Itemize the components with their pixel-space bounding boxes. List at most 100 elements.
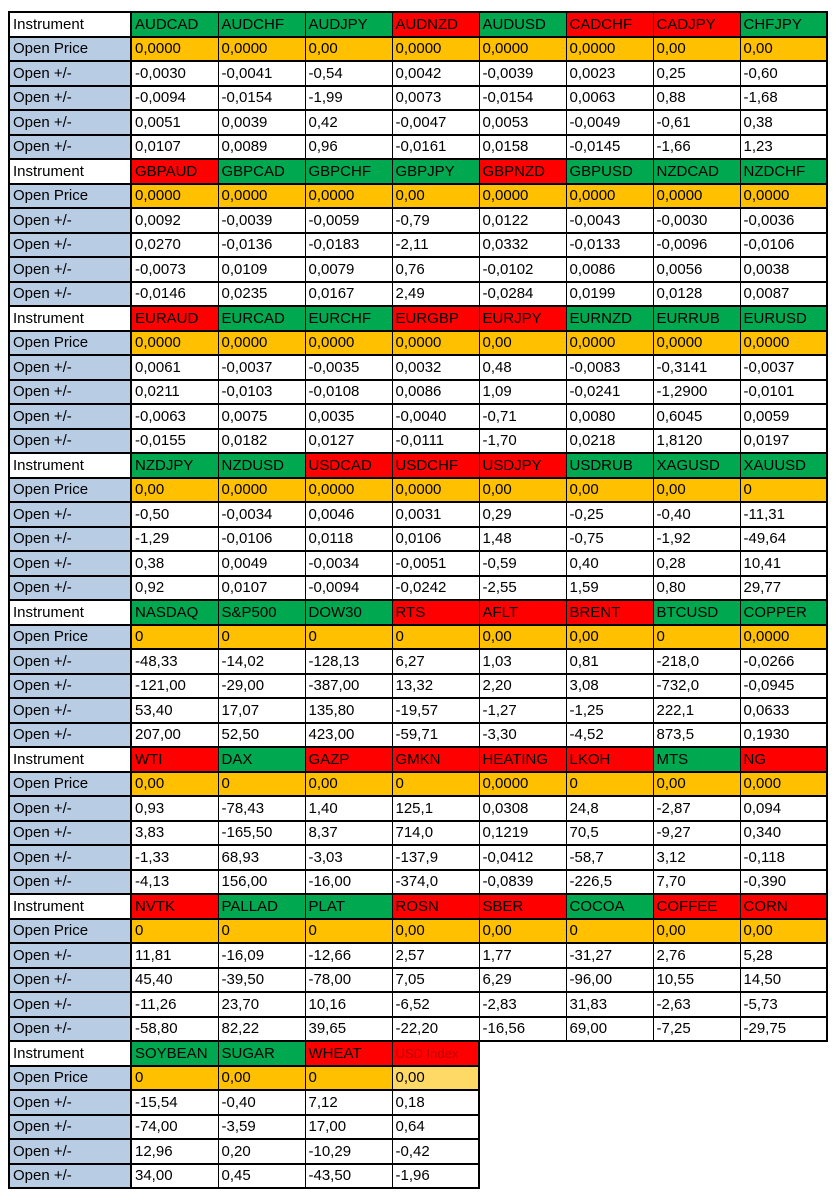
open-change-cell: 0,0332 [478,231,567,258]
open-change-cell: -1,66 [652,133,741,160]
instrument-header-cell: GBPCHF [304,158,393,185]
filler-cell [566,1163,653,1188]
open-price-cell: 0,0000 [130,182,219,209]
open-change-cell: 0,1219 [478,819,567,846]
open-change-cell: -1,92 [652,525,741,552]
open-price-cell: 0,00 [217,1064,306,1091]
row-label-open-change: Open +/- [8,844,132,871]
open-change-cell: -3,03 [304,844,393,871]
open-change-cell: 1,23 [739,133,828,160]
open-price-cell: 0,00 [391,1064,480,1091]
open-change-cell: -31,27 [565,942,654,969]
open-change-cell: 0,0049 [217,550,306,577]
instrument-header-cell: GMKN [391,746,480,773]
open-change-cell: -0,0036 [739,207,828,234]
open-change-cell: 70,5 [565,819,654,846]
open-change-cell: 0,0051 [130,109,219,136]
open-change-cell: -2,63 [652,991,741,1018]
instrument-header-cell: NASDAQ [130,599,219,626]
instrument-row: Instrument GBPAUD GBPCAD GBPCHF GBPJPY GBPNZD… [8,158,828,185]
open-change-cell: -0,0146 [130,280,219,307]
instrument-header-cell: GBPAUD [130,158,219,185]
open-change-row: Open +/- -0,50 -0,0034 0,0046 0,0031 0,29 -0,2… [8,501,828,528]
open-price-cell: 0,0000 [304,476,393,503]
open-change-cell: 0,25 [652,60,741,87]
open-change-cell: -22,20 [391,1015,480,1042]
open-change-cell: -58,7 [565,844,654,871]
open-price-cell: 0,0000 [652,329,741,356]
open-change-cell: -1,25 [565,697,654,724]
open-price-cell: 0 [739,476,828,503]
open-price-cell: 0,00 [130,770,219,797]
open-price-cell: 0,000 [739,770,828,797]
open-price-cell: 0,0000 [391,329,480,356]
row-label-open-change: Open +/- [8,1138,132,1165]
instrument-header-cell: CHFJPY [739,11,828,38]
open-change-row: Open +/- 0,0092 -0,0039 -0,0059 -0,79 0,0122-… [8,207,828,234]
instrument-header-cell: ROSN [391,893,480,920]
open-change-cell: 1,77 [478,942,567,969]
open-change-cell: -0,40 [217,1089,306,1116]
open-price-cell: 0 [391,623,480,650]
open-change-cell: 0,0308 [478,795,567,822]
open-price-cell: 0,00 [391,182,480,209]
instrument-header-cell: EURRUB [652,305,741,332]
open-change-cell: -2,83 [478,991,567,1018]
open-change-row: Open +/- -0,0146 0,0235 0,0167 2,49 -0,0284 0,… [8,280,828,307]
instrument-header-cell: PALLAD [217,893,306,920]
instrument-header-cell: GBPUSD [565,158,654,185]
open-change-cell: 207,00 [130,721,219,748]
row-label-open-price: Open Price [8,35,132,62]
open-change-cell: 0,76 [391,256,480,283]
open-change-cell: 2,57 [391,942,480,969]
open-change-cell: 0,0128 [652,280,741,307]
open-price-cell: 0 [304,1064,393,1091]
open-change-cell: -14,02 [217,648,306,675]
open-price-cell: 0 [304,917,393,944]
open-change-cell: -374,0 [391,868,480,895]
row-label-open-change: Open +/- [8,207,132,234]
open-change-cell: 0,42 [304,109,393,136]
open-change-row: Open +/- 3,83 -165,50 8,37 714,0 0,1219 70,5 -9… [8,819,828,846]
open-change-row: Open +/- -15,54 -0,40 7,12 0,18 [8,1089,827,1116]
open-change-cell: 11,81 [130,942,219,969]
instrument-header-cell: GAZP [304,746,393,773]
row-label-instrument: Instrument [8,452,132,479]
row-label-open-change: Open +/- [8,574,132,601]
open-change-cell: -0,0111 [391,427,480,454]
open-change-row: Open +/- 0,0061 -0,0037 -0,0035 0,0032 0,48 -0… [8,354,828,381]
open-change-cell: 0,96 [304,133,393,160]
instrument-header-cell: CORN [739,893,828,920]
open-change-cell: 0,1930 [739,721,828,748]
open-change-cell: 0,340 [739,819,828,846]
open-change-cell: 1,48 [478,525,567,552]
open-change-cell: -0,0155 [130,427,219,454]
open-change-cell: -6,52 [391,991,480,1018]
open-change-cell: 45,40 [130,966,219,993]
instrument-header-cell: MTS [652,746,741,773]
open-change-cell: -0,0145 [565,133,654,160]
open-price-cell: 0,00 [478,917,567,944]
filler-cell [566,1065,653,1090]
row-label-open-price: Open Price [8,182,132,209]
filler-cell [566,1139,653,1164]
open-change-cell: -0,61 [652,109,741,136]
instrument-header-cell: AUDCAD [130,11,219,38]
open-change-cell: 5,28 [739,942,828,969]
row-label-open-change: Open +/- [8,672,132,699]
instrument-header-cell: NZDUSD [217,452,306,479]
open-change-cell: 873,5 [652,721,741,748]
instrument-header-cell: EURNZD [565,305,654,332]
open-change-cell: -48,33 [130,648,219,675]
open-change-cell: 0,64 [391,1113,480,1140]
row-label-open-change: Open +/- [8,256,132,283]
instrument-header-cell: EURCHF [304,305,393,332]
open-change-cell: 0,0042 [391,60,480,87]
instrument-row: Instrument WTI DAX GAZP GMKN HEATING LKOH MTS NG [8,746,828,773]
open-change-cell: 7,70 [652,868,741,895]
open-change-cell: 3,12 [652,844,741,871]
row-label-open-change: Open +/- [8,942,132,969]
open-price-cell: 0 [217,917,306,944]
open-change-cell: -0,0051 [391,550,480,577]
open-change-cell: 0,0118 [304,525,393,552]
